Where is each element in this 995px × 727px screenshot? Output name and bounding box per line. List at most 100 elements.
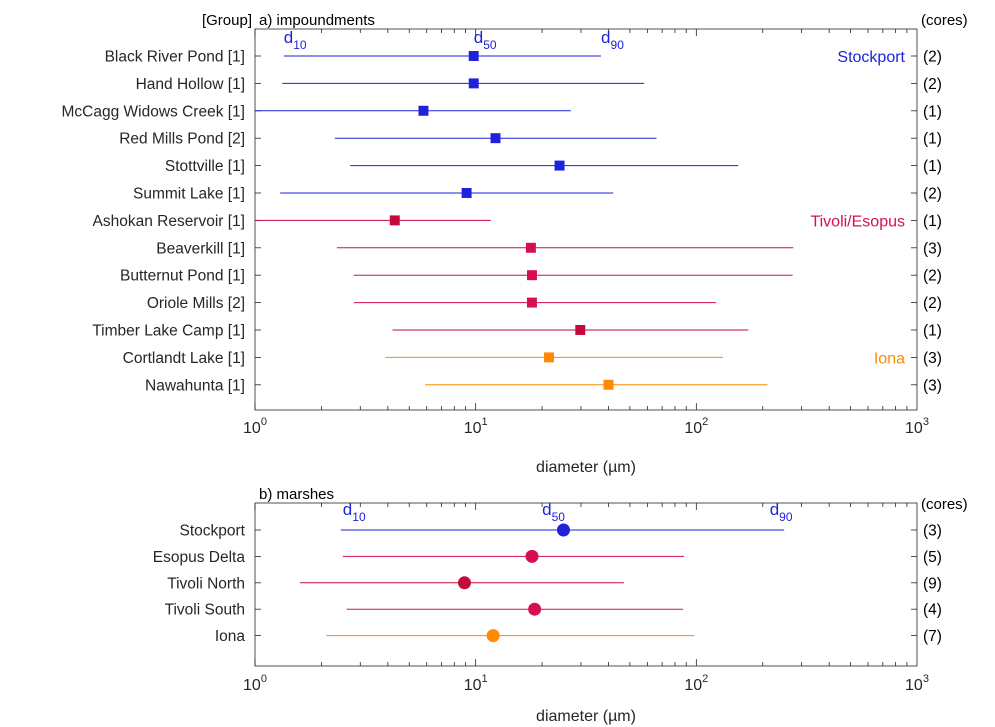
percentile-label-subscript: 90	[779, 510, 793, 524]
row-label: Nawahunta [1]	[145, 377, 245, 394]
row-cores-count: (1)	[923, 131, 942, 148]
group-label: Stockport	[837, 49, 905, 66]
median-marker-d50	[468, 51, 479, 61]
percentile-label-subscript: 50	[483, 38, 497, 52]
row-cores-count: (2)	[923, 186, 942, 203]
row-cores-count: (7)	[923, 628, 942, 645]
x-tick-label-exponent: 0	[261, 416, 267, 428]
x-tick-label-base: 10	[464, 677, 482, 694]
median-marker-d50	[418, 105, 429, 116]
x-tick-label-base: 10	[684, 677, 702, 694]
percentile-label: d50	[542, 500, 565, 524]
percentile-label-subscript: 10	[352, 510, 366, 524]
median-marker-d50	[556, 523, 570, 537]
plot-frame	[254, 502, 918, 667]
percentile-label: d10	[284, 28, 307, 52]
row-label: Tivoli North	[167, 575, 245, 592]
row-label: Tivoli South	[165, 602, 245, 619]
percentile-label: d90	[770, 500, 793, 524]
row-cores-count: (3)	[923, 377, 942, 394]
x-tick-label-exponent: 3	[923, 416, 929, 428]
x-tick-label-base: 10	[684, 420, 702, 437]
percentile-label-subscript: 10	[293, 38, 307, 52]
median-marker-d50	[603, 379, 614, 390]
row-label: Stockport	[180, 523, 246, 540]
x-tick-label-exponent: 2	[702, 673, 708, 685]
row-label: Summit Lake [1]	[133, 186, 245, 203]
row-label: Ashokan Reservoir [1]	[93, 213, 246, 230]
row-label: Red Mills Pond [2]	[119, 131, 245, 148]
row-cores-count: (4)	[923, 602, 942, 619]
row-label: McCagg Widows Creek [1]	[62, 103, 245, 120]
row-label: Black River Pond [1]	[105, 49, 245, 66]
percentile-label: d10	[343, 500, 366, 524]
row-cores-count: (2)	[923, 268, 942, 285]
median-marker-d50	[554, 160, 565, 171]
median-marker-d50	[525, 549, 539, 563]
median-marker-d50	[490, 133, 501, 144]
median-marker-d50	[526, 297, 537, 308]
row-label: Cortlandt Lake [1]	[123, 350, 245, 367]
panel-title: b) marshes	[259, 486, 334, 503]
row-label: Butternut Pond [1]	[120, 268, 245, 285]
percentile-label-base: d	[770, 500, 779, 519]
x-tick-label-base: 10	[243, 420, 261, 437]
row-cores-count: (1)	[923, 323, 942, 340]
x-tick-label-exponent: 0	[261, 673, 267, 685]
row-cores-count: (1)	[923, 158, 942, 175]
cores-column-header: (cores)	[921, 496, 968, 513]
x-axis-label: diameter (µm)	[536, 708, 636, 725]
panel-title: a) impoundments	[259, 12, 375, 29]
row-label: Esopus Delta	[153, 549, 246, 566]
row-cores-count: (3)	[923, 523, 942, 540]
percentile-label-base: d	[542, 500, 551, 519]
row-label: Iona	[215, 628, 246, 645]
x-tick-label: 101	[464, 673, 488, 694]
row-label: Stottville [1]	[165, 158, 245, 175]
percentile-label: d50	[474, 28, 497, 52]
group-column-header: [Group]	[202, 12, 252, 29]
x-tick-label: 100	[243, 673, 267, 694]
x-tick-label-exponent: 2	[702, 416, 708, 428]
x-tick-label-base: 10	[243, 677, 261, 694]
percentile-label: d90	[601, 28, 624, 52]
row-cores-count: (3)	[923, 350, 942, 367]
row-cores-count: (2)	[923, 295, 942, 312]
percentile-label-base: d	[474, 28, 483, 47]
row-label: Beaverkill [1]	[156, 240, 245, 257]
median-marker-d50	[461, 188, 472, 198]
percentile-label-subscript: 50	[552, 510, 566, 524]
x-tick-label-base: 10	[464, 420, 482, 437]
row-cores-count: (1)	[923, 103, 942, 120]
row-label: Timber Lake Camp [1]	[92, 323, 245, 340]
median-marker-d50	[575, 325, 586, 335]
median-marker-d50	[525, 242, 536, 253]
row-cores-count: (2)	[923, 76, 942, 93]
cores-column-header: (cores)	[921, 12, 968, 29]
percentile-label-base: d	[284, 28, 293, 47]
median-marker-d50	[544, 352, 554, 363]
plot-frame	[254, 28, 918, 411]
row-label: Oriole Mills [2]	[147, 295, 245, 312]
row-cores-count: (3)	[923, 240, 942, 257]
x-tick-label: 102	[684, 416, 708, 437]
median-marker-d50	[486, 629, 500, 643]
group-label: Tivoli/Esopus	[810, 213, 905, 230]
x-tick-label-base: 10	[905, 677, 923, 694]
row-cores-count: (5)	[923, 549, 942, 566]
percentile-label-base: d	[601, 28, 610, 47]
median-marker-d50	[457, 576, 471, 590]
percentile-label-subscript: 90	[611, 38, 625, 52]
median-marker-d50	[526, 270, 537, 281]
median-marker-d50	[389, 215, 400, 226]
row-label: Hand Hollow [1]	[136, 76, 245, 93]
x-tick-label: 102	[684, 673, 708, 694]
row-cores-count: (9)	[923, 575, 942, 592]
x-tick-label: 103	[905, 416, 929, 437]
x-axis-label: diameter (µm)	[536, 459, 636, 476]
row-cores-count: (2)	[923, 49, 942, 66]
median-marker-d50	[468, 78, 479, 89]
x-tick-label-exponent: 1	[482, 416, 488, 428]
x-tick-label-exponent: 3	[923, 673, 929, 685]
